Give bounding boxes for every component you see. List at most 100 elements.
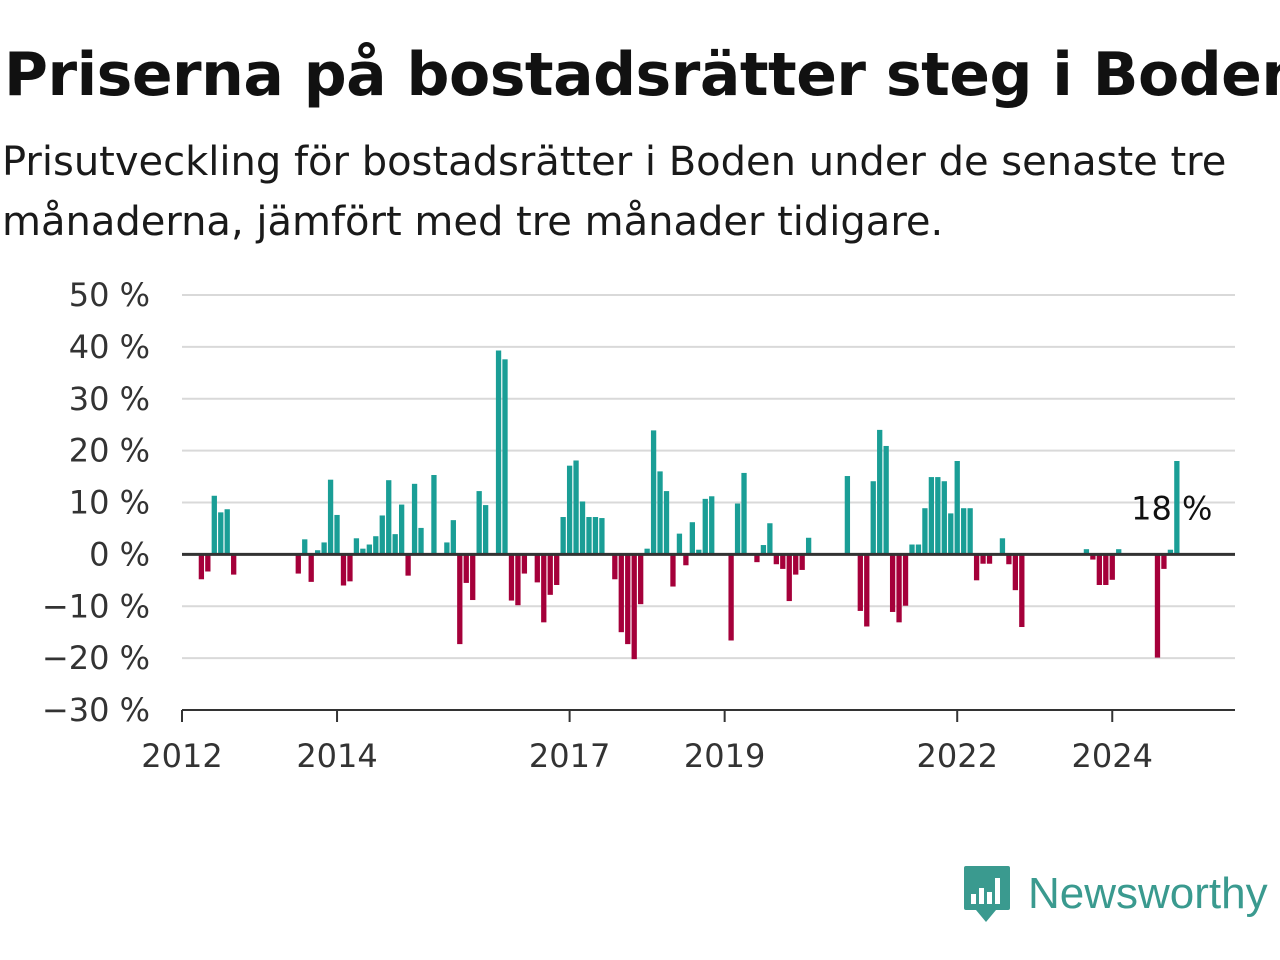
bar xyxy=(1174,461,1180,555)
bar xyxy=(1167,549,1174,555)
y-tick-label: −30 % xyxy=(42,691,150,729)
logo-text: Newsworthy xyxy=(1028,869,1268,918)
chart-subtitle: Prisutveckling för bostadsrätter i Boden… xyxy=(2,139,1227,245)
bar xyxy=(961,508,967,555)
bar xyxy=(560,517,566,555)
bar xyxy=(670,554,676,587)
bar xyxy=(405,554,411,576)
bar xyxy=(786,554,792,602)
bar xyxy=(1019,554,1025,628)
bar xyxy=(909,544,915,555)
bar xyxy=(418,527,424,555)
bar xyxy=(586,517,592,555)
bar xyxy=(618,554,624,633)
bar xyxy=(450,520,456,555)
bar xyxy=(870,481,876,555)
bar xyxy=(948,513,954,555)
bar xyxy=(547,554,553,595)
bar xyxy=(392,534,398,555)
bar xyxy=(379,515,385,555)
bar xyxy=(327,479,334,555)
newsworthy-chart-icon xyxy=(964,866,1010,922)
bar xyxy=(696,549,702,555)
bar xyxy=(360,548,366,555)
bar xyxy=(663,491,670,555)
bar xyxy=(1006,554,1012,565)
bar xyxy=(373,536,379,555)
bar xyxy=(431,475,437,555)
x-axis-labels: 2012 2014 2017 2019 2022 2024 xyxy=(141,737,1153,775)
bar xyxy=(683,554,689,566)
y-tick-label: 10 % xyxy=(69,484,150,522)
bar xyxy=(315,550,321,555)
bar xyxy=(741,472,747,555)
bar xyxy=(954,461,960,555)
x-tick-label: 2017 xyxy=(529,737,610,775)
y-tick-label: 20 % xyxy=(69,432,150,470)
bar xyxy=(573,460,579,555)
y-tick-label: −10 % xyxy=(42,587,150,625)
bar xyxy=(857,554,863,611)
bar xyxy=(495,350,502,555)
bar xyxy=(877,429,883,555)
bar xyxy=(457,554,463,645)
bar xyxy=(231,554,237,575)
bar xyxy=(805,537,812,555)
bar xyxy=(734,503,741,555)
bar-chart: −30 % −20 % −10 % 0 % 10 % 20 % 30 % 50 % 40 % 2… xyxy=(42,276,1235,775)
bar xyxy=(340,554,347,586)
bar xyxy=(754,554,760,563)
y-tick-label: 0 % xyxy=(89,535,150,573)
bar xyxy=(896,554,902,623)
bar xyxy=(470,554,476,601)
bar xyxy=(566,465,573,555)
bar xyxy=(650,430,657,555)
newsworthy-logo: Newsworthy xyxy=(962,864,1268,924)
bar xyxy=(657,471,663,555)
bar xyxy=(889,554,896,612)
bar xyxy=(728,554,734,641)
bar xyxy=(631,554,637,660)
x-tick-label: 2014 xyxy=(296,737,377,775)
bar xyxy=(347,554,353,582)
bar xyxy=(773,554,779,565)
y-tick-label: 40 % xyxy=(69,328,150,366)
bar xyxy=(793,554,799,575)
bar xyxy=(366,544,372,555)
bar xyxy=(864,554,870,627)
x-tick-label: 2019 xyxy=(684,737,765,775)
annotations: 18 % xyxy=(1131,490,1212,528)
bar xyxy=(534,554,540,583)
bar xyxy=(973,554,980,581)
bar xyxy=(1116,549,1122,555)
bar xyxy=(205,554,211,572)
bar xyxy=(941,481,947,555)
bar xyxy=(411,483,418,555)
bar xyxy=(967,508,973,555)
bar xyxy=(521,554,528,574)
bar xyxy=(1154,554,1161,658)
bar xyxy=(353,538,360,555)
bar xyxy=(211,495,217,555)
bar xyxy=(554,554,560,585)
bar xyxy=(1103,554,1109,585)
bar xyxy=(760,545,767,555)
bar xyxy=(541,554,547,623)
latest-value-label: 18 % xyxy=(1131,490,1212,528)
bar xyxy=(599,518,605,555)
bar xyxy=(508,554,515,601)
bar xyxy=(224,509,230,555)
chart-title: Priserna på bostadsrätter steg i Boden xyxy=(4,40,1280,110)
x-tick-label: 2022 xyxy=(916,737,997,775)
bar xyxy=(502,359,508,555)
y-tick-label: −20 % xyxy=(42,639,150,677)
bar xyxy=(515,554,521,606)
y-axis-labels: −30 % −20 % −10 % 0 % 10 % 20 % 30 % 50 % 40 % xyxy=(42,276,150,729)
bar xyxy=(689,522,695,555)
bar xyxy=(592,517,599,555)
bar xyxy=(198,554,205,580)
axes xyxy=(181,552,1235,722)
gridlines xyxy=(182,294,1235,660)
bar xyxy=(476,491,482,555)
bar xyxy=(980,554,986,564)
